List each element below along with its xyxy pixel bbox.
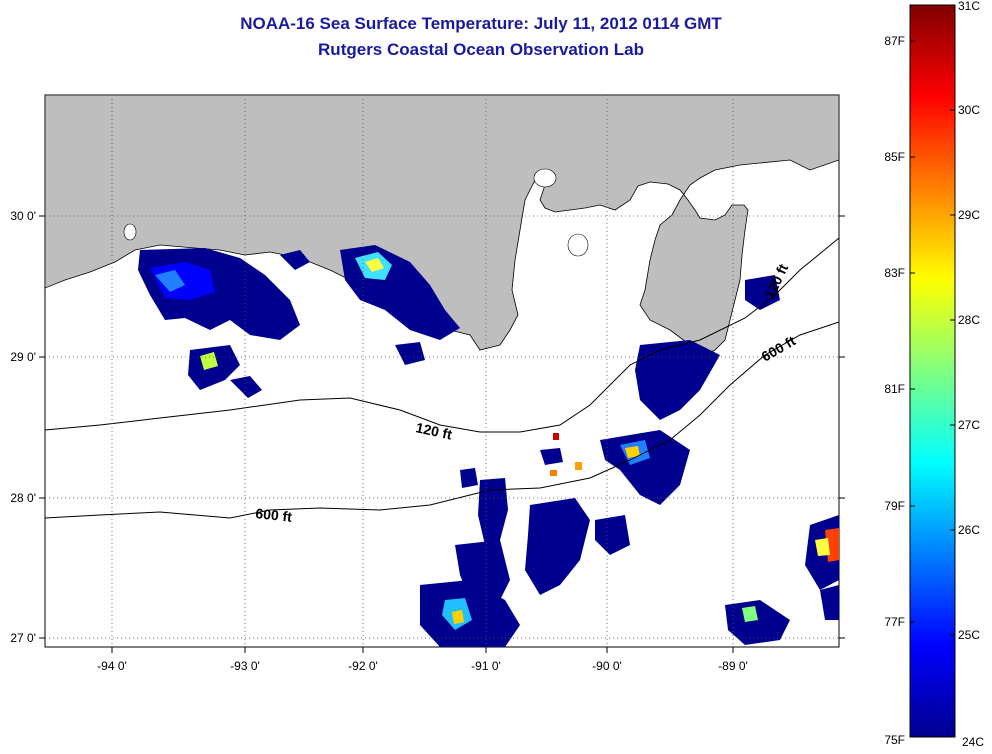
colorbar-label-f: 77F	[884, 615, 905, 629]
y-tick-label: 27 0'	[10, 631, 36, 645]
colorbar-label-f: 79F	[884, 499, 905, 513]
y-tick-label: 30 0'	[10, 209, 36, 223]
colorbar-label-f: 85F	[884, 150, 905, 164]
lake	[533, 168, 557, 188]
colorbar-label-c: 25C	[958, 628, 980, 642]
contour-120ft	[45, 237, 839, 433]
colorbar-label-c: 29C	[958, 208, 980, 222]
colorbar-label-c: 30C	[958, 103, 980, 117]
colorbar-label-f: 81F	[884, 382, 905, 396]
colorbar-label-c: 24C	[962, 735, 984, 749]
y-tick-label: 29 0'	[10, 350, 36, 364]
colorbar-label-c: 28C	[958, 313, 980, 327]
lake	[123, 223, 137, 241]
x-tick-label: -92 0'	[348, 659, 378, 673]
contour-label-120ft-west: 120 ft	[414, 419, 453, 442]
map-subtitle: Rutgers Coastal Ocean Observation Lab	[318, 40, 644, 59]
colorbar-ticks	[910, 40, 955, 636]
x-tick-label: -89 0'	[718, 659, 748, 673]
colorbar	[909, 4, 956, 738]
x-tick-label: -93 0'	[230, 659, 260, 673]
lake	[567, 233, 589, 257]
colorbar-label-f: 87F	[884, 34, 905, 48]
x-tick-label: -90 0'	[592, 659, 622, 673]
x-tick-label: -91 0'	[471, 659, 501, 673]
sst-data	[138, 245, 839, 647]
colorbar-label-c: 26C	[958, 523, 980, 537]
colorbar-label-f: 75F	[884, 733, 905, 747]
y-tick-label: 28 0'	[10, 491, 36, 505]
colorbar-label-c: 31C	[958, 0, 980, 13]
x-tick-label: -94 0'	[97, 659, 127, 673]
colorbar-label-f: 83F	[884, 266, 905, 280]
map-title: NOAA-16 Sea Surface Temperature: July 11…	[240, 14, 722, 33]
graticule	[45, 95, 839, 647]
axis-ticks	[39, 215, 845, 653]
contour-label-600ft-west: 600 ft	[255, 505, 293, 525]
colorbar-label-c: 27C	[958, 418, 980, 432]
contour-600ft	[45, 321, 839, 519]
